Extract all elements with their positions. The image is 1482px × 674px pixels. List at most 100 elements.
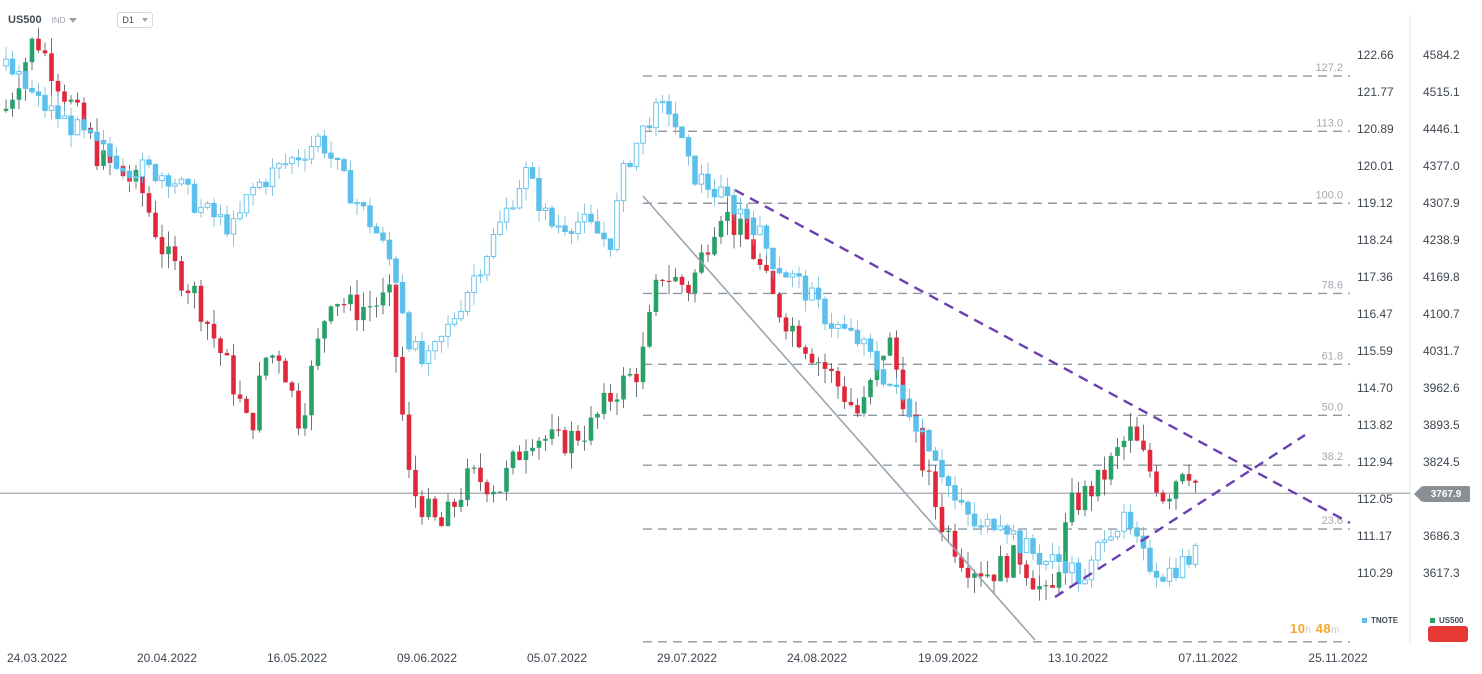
tnote-candle[interactable]: [991, 518, 997, 531]
tnote-candle[interactable]: [744, 208, 750, 219]
us500-candle[interactable]: [1173, 481, 1179, 499]
tnote-candle[interactable]: [594, 221, 601, 234]
tnote-candle[interactable]: [776, 268, 783, 274]
us500-candle[interactable]: [172, 246, 178, 262]
tnote-candle[interactable]: [679, 126, 685, 139]
tnote-candle[interactable]: [133, 176, 139, 179]
tnote-candle[interactable]: [269, 167, 276, 188]
us500-candle[interactable]: [426, 498, 431, 518]
us500-candle[interactable]: [614, 399, 620, 402]
tnote-candle[interactable]: [399, 281, 406, 314]
tnote-candle[interactable]: [243, 194, 250, 214]
tnote-candle[interactable]: [107, 143, 113, 157]
us500-candle[interactable]: [413, 469, 418, 497]
us500-candle[interactable]: [686, 284, 691, 293]
us500-candle[interactable]: [393, 284, 399, 357]
us500-candle[interactable]: [432, 498, 438, 518]
us500-candle[interactable]: [1193, 480, 1198, 483]
us500-candle[interactable]: [471, 467, 477, 469]
us500-candle[interactable]: [315, 338, 321, 366]
us500-candle[interactable]: [861, 397, 867, 414]
tnote-candle[interactable]: [711, 188, 718, 198]
tnote-candle[interactable]: [614, 200, 620, 250]
tnote-candle[interactable]: [48, 105, 55, 111]
tnote-candle[interactable]: [1069, 562, 1075, 574]
tnote-candle[interactable]: [698, 173, 705, 185]
tnote-candle[interactable]: [893, 384, 900, 387]
tnote-candle[interactable]: [523, 167, 529, 189]
tnote-candle[interactable]: [230, 218, 237, 235]
us500-candle[interactable]: [887, 337, 893, 356]
tnote-candle[interactable]: [211, 202, 217, 218]
us500-candle[interactable]: [62, 91, 67, 102]
tnote-candle[interactable]: [581, 213, 588, 223]
tnote-candle[interactable]: [1004, 525, 1010, 535]
tnote-candle[interactable]: [393, 258, 399, 283]
us500-candle[interactable]: [744, 218, 750, 240]
us500-candle[interactable]: [796, 325, 802, 348]
us500-candle[interactable]: [530, 447, 535, 452]
us500-candle[interactable]: [283, 360, 288, 383]
tnote-candle[interactable]: [555, 225, 562, 228]
us500-candle[interactable]: [549, 429, 555, 439]
us500-candle[interactable]: [55, 80, 61, 92]
tnote-candle[interactable]: [718, 186, 724, 198]
tnote-candle[interactable]: [978, 525, 984, 528]
tnote-candle[interactable]: [328, 152, 334, 159]
tnote-candle[interactable]: [120, 167, 126, 172]
tnote-candle[interactable]: [705, 173, 711, 190]
us500-candle[interactable]: [543, 438, 548, 441]
tnote-candle[interactable]: [536, 177, 542, 211]
us500-candle[interactable]: [1167, 498, 1172, 502]
tnote-candle[interactable]: [16, 71, 22, 75]
us500-candle[interactable]: [361, 306, 366, 321]
tnote-candle[interactable]: [94, 131, 100, 141]
tnote-candle[interactable]: [510, 207, 516, 210]
tnote-candle[interactable]: [1036, 552, 1043, 565]
tnote-candle[interactable]: [945, 476, 952, 487]
tnote-candle[interactable]: [685, 137, 692, 157]
us500-candle[interactable]: [1108, 455, 1114, 480]
us500-candle[interactable]: [94, 133, 100, 167]
us500-candle[interactable]: [1030, 578, 1036, 590]
us500-candle[interactable]: [666, 280, 672, 283]
tnote-candle[interactable]: [159, 175, 165, 182]
us500-candle[interactable]: [783, 317, 789, 332]
us500-candle[interactable]: [1089, 485, 1094, 497]
tnote-candle[interactable]: [412, 340, 419, 350]
us500-candle[interactable]: [1095, 469, 1101, 497]
tnote-candle[interactable]: [906, 398, 913, 418]
us500-candle[interactable]: [517, 451, 522, 460]
us500-candle[interactable]: [335, 304, 340, 307]
tnote-candle[interactable]: [1023, 538, 1030, 554]
us500-candle[interactable]: [718, 220, 724, 237]
tnote-candle[interactable]: [763, 225, 770, 249]
us500-candle[interactable]: [608, 392, 613, 402]
us500-candle[interactable]: [367, 306, 373, 308]
tnote-candle[interactable]: [217, 214, 224, 218]
tnote-candle[interactable]: [724, 186, 731, 197]
tnote-candle[interactable]: [542, 207, 549, 211]
us500-candle[interactable]: [81, 102, 87, 128]
us500-candle[interactable]: [465, 468, 470, 500]
tnote-candle[interactable]: [672, 113, 679, 128]
tnote-candle[interactable]: [932, 450, 939, 461]
us500-candle[interactable]: [1147, 449, 1153, 472]
tnote-candle[interactable]: [1192, 545, 1199, 565]
tnote-candle[interactable]: [796, 273, 802, 277]
tnote-candle[interactable]: [1082, 579, 1088, 585]
us500-candle[interactable]: [29, 38, 35, 63]
us500-candle[interactable]: [621, 375, 626, 400]
tnote-candle[interactable]: [3, 58, 9, 67]
tnote-candle[interactable]: [1108, 536, 1114, 541]
us500-candle[interactable]: [842, 386, 847, 402]
us500-candle[interactable]: [634, 373, 639, 383]
us500-candle[interactable]: [484, 482, 490, 495]
tnote-candle[interactable]: [308, 146, 315, 160]
us500-candle[interactable]: [582, 440, 587, 442]
tnote-candle[interactable]: [841, 323, 848, 329]
descending-trendline[interactable]: [734, 188, 1351, 525]
us500-candle[interactable]: [894, 337, 899, 370]
us500-candle[interactable]: [1186, 474, 1192, 481]
